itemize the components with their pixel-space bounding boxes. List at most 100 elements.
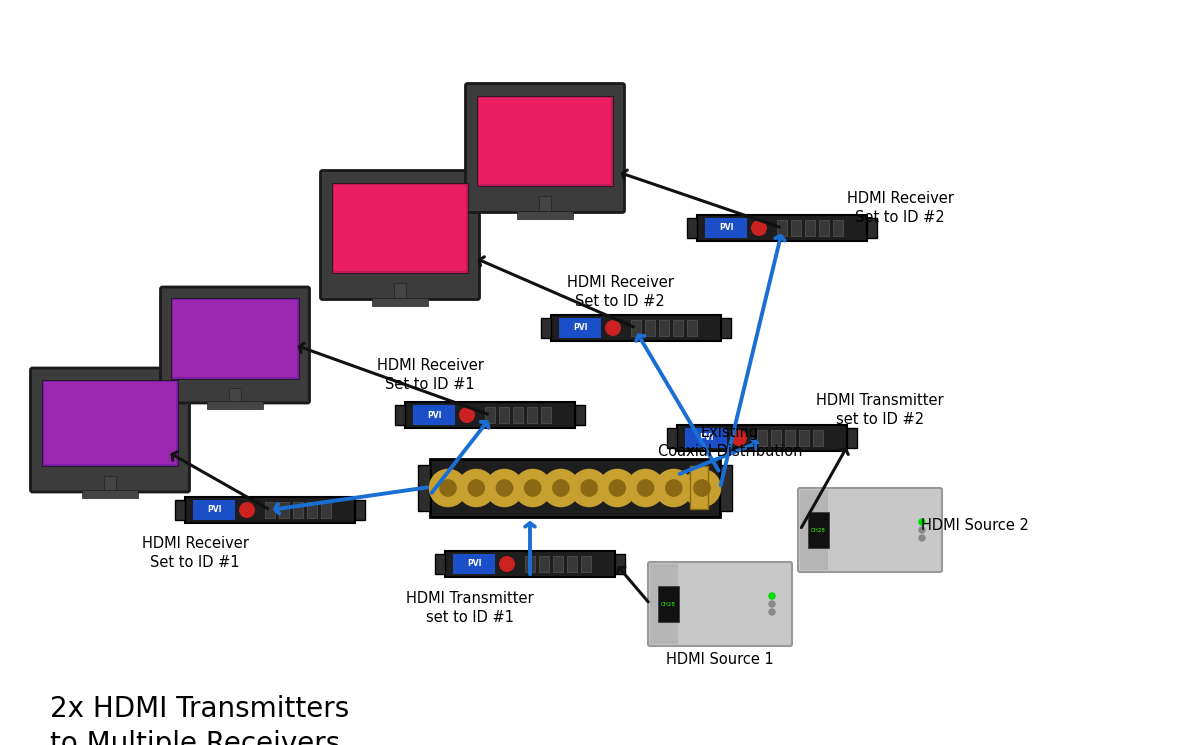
- Text: HDMI Source 2: HDMI Source 2: [922, 518, 1028, 533]
- Circle shape: [919, 535, 925, 541]
- Circle shape: [732, 431, 746, 446]
- FancyBboxPatch shape: [798, 488, 942, 572]
- Text: HDMI Receiver
Set to ID #1: HDMI Receiver Set to ID #1: [377, 358, 484, 392]
- Circle shape: [514, 469, 551, 507]
- Bar: [193, 500, 235, 521]
- Bar: [690, 466, 708, 510]
- Circle shape: [626, 469, 664, 507]
- Bar: [454, 554, 496, 574]
- Circle shape: [684, 469, 720, 507]
- Circle shape: [468, 480, 485, 496]
- Bar: [800, 490, 828, 570]
- Text: PVI: PVI: [698, 434, 713, 443]
- Text: Existing
Coaxial Distribution: Existing Coaxial Distribution: [658, 425, 803, 459]
- Bar: [175, 500, 185, 520]
- Circle shape: [655, 469, 692, 507]
- Bar: [485, 408, 496, 423]
- Bar: [229, 387, 241, 401]
- Circle shape: [497, 480, 512, 496]
- Circle shape: [637, 480, 654, 496]
- Bar: [526, 557, 535, 572]
- Bar: [814, 430, 823, 446]
- Circle shape: [486, 469, 523, 507]
- Bar: [659, 320, 670, 336]
- Text: 2x HDMI Transmitters
to Multiple Receivers: 2x HDMI Transmitters to Multiple Receive…: [50, 695, 349, 745]
- Bar: [721, 318, 731, 337]
- Bar: [541, 318, 551, 337]
- Bar: [757, 430, 767, 446]
- Circle shape: [553, 480, 569, 496]
- Bar: [208, 401, 263, 409]
- Text: CH28: CH28: [811, 527, 826, 533]
- Circle shape: [610, 480, 625, 496]
- Circle shape: [524, 480, 541, 496]
- Bar: [541, 408, 551, 423]
- Circle shape: [751, 221, 767, 235]
- Bar: [82, 490, 138, 498]
- Circle shape: [769, 593, 775, 599]
- Text: PVI: PVI: [427, 410, 442, 419]
- Circle shape: [457, 469, 494, 507]
- Bar: [514, 408, 523, 423]
- Bar: [293, 502, 302, 518]
- Bar: [650, 564, 678, 644]
- Bar: [866, 218, 877, 238]
- Bar: [706, 218, 746, 238]
- Bar: [43, 381, 176, 464]
- Bar: [805, 221, 815, 236]
- Bar: [499, 408, 509, 423]
- Text: CH28: CH28: [661, 601, 676, 606]
- Bar: [720, 465, 732, 511]
- Text: HDMI Receiver
Set to ID #2: HDMI Receiver Set to ID #2: [846, 191, 954, 225]
- Bar: [479, 98, 611, 183]
- Circle shape: [694, 480, 710, 496]
- Bar: [265, 502, 275, 518]
- Bar: [553, 557, 563, 572]
- Text: PVI: PVI: [719, 224, 733, 232]
- Circle shape: [769, 601, 775, 607]
- Bar: [685, 428, 727, 448]
- Circle shape: [430, 469, 467, 507]
- Bar: [616, 554, 625, 574]
- FancyBboxPatch shape: [648, 562, 792, 646]
- Bar: [517, 211, 574, 218]
- Bar: [406, 402, 575, 428]
- Bar: [568, 557, 577, 572]
- Bar: [686, 218, 697, 238]
- Bar: [833, 221, 842, 236]
- Bar: [527, 408, 538, 423]
- Circle shape: [240, 503, 254, 517]
- Bar: [322, 502, 331, 518]
- Circle shape: [666, 480, 682, 496]
- Bar: [559, 317, 601, 338]
- Bar: [334, 185, 467, 270]
- Bar: [551, 315, 721, 341]
- Bar: [307, 502, 317, 518]
- Bar: [172, 298, 299, 378]
- Bar: [331, 183, 468, 273]
- Text: HDMI Receiver
Set to ID #1: HDMI Receiver Set to ID #1: [142, 536, 248, 570]
- Bar: [581, 557, 592, 572]
- FancyBboxPatch shape: [320, 171, 480, 299]
- Bar: [104, 475, 116, 490]
- Bar: [575, 405, 586, 425]
- Circle shape: [919, 519, 925, 525]
- Bar: [355, 500, 365, 520]
- Bar: [847, 428, 857, 448]
- Bar: [278, 502, 289, 518]
- FancyBboxPatch shape: [161, 287, 310, 403]
- Bar: [539, 557, 550, 572]
- Bar: [697, 215, 866, 241]
- Bar: [173, 300, 296, 377]
- Bar: [430, 459, 720, 517]
- Circle shape: [440, 480, 456, 496]
- Bar: [778, 221, 787, 236]
- Bar: [539, 195, 551, 211]
- Bar: [646, 320, 655, 336]
- Bar: [395, 405, 406, 425]
- Bar: [436, 554, 445, 574]
- Circle shape: [606, 320, 620, 335]
- Bar: [667, 428, 677, 448]
- Text: PVI: PVI: [206, 506, 221, 515]
- Bar: [686, 320, 697, 336]
